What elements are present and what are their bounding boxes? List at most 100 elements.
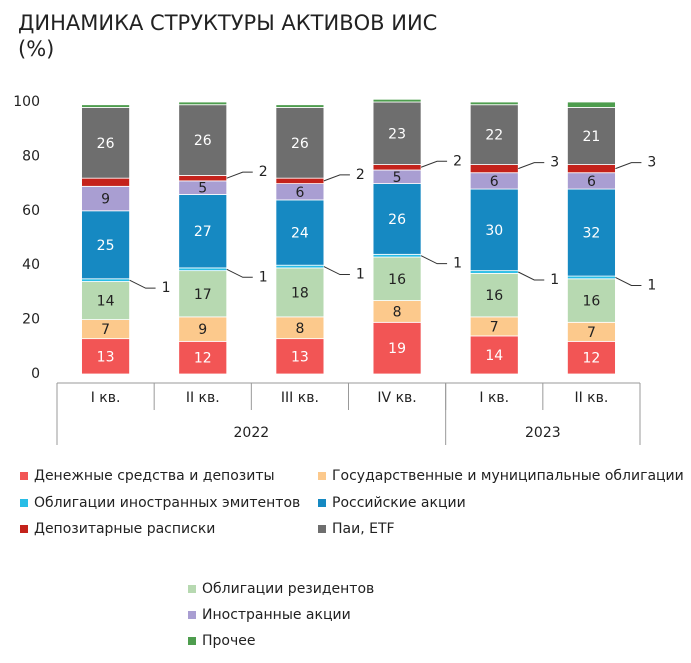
leader-line bbox=[420, 255, 448, 265]
leader-line bbox=[226, 268, 253, 278]
leader-line bbox=[615, 276, 642, 286]
y-tick-label: 20 bbox=[22, 312, 40, 328]
x-tick-label: II кв. bbox=[574, 390, 608, 406]
data-label: 19 bbox=[388, 341, 406, 357]
data-label: 3 bbox=[550, 155, 559, 171]
data-label: 32 bbox=[583, 226, 601, 242]
bar-segment bbox=[275, 199, 325, 266]
bar-segment bbox=[178, 104, 228, 176]
x-tick-label: I кв. bbox=[479, 390, 509, 406]
bar-segment bbox=[372, 321, 422, 375]
group-label: 2022 bbox=[234, 425, 270, 441]
y-tick-label: 40 bbox=[22, 257, 40, 273]
x-tick-label: II кв. bbox=[186, 390, 220, 406]
data-label: 6 bbox=[587, 174, 596, 190]
data-label: 25 bbox=[97, 238, 115, 254]
legend-label: Паи, ETF bbox=[332, 521, 395, 537]
bar-segment bbox=[275, 267, 325, 318]
data-label: 1 bbox=[259, 269, 268, 285]
legend-label: Прочее bbox=[202, 633, 255, 649]
data-label: 5 bbox=[198, 181, 207, 197]
data-label: 9 bbox=[198, 322, 207, 338]
data-label: 2 bbox=[453, 153, 462, 169]
bar-segment bbox=[178, 267, 228, 272]
data-label: 16 bbox=[388, 272, 406, 288]
data-label: 7 bbox=[587, 325, 596, 341]
data-label: 1 bbox=[453, 256, 462, 272]
leader-line bbox=[129, 279, 156, 289]
legend-label: Облигации резидентов bbox=[202, 581, 374, 597]
legend-label: Облигации иностранных эмитентов bbox=[34, 495, 300, 511]
legend-swatch bbox=[188, 611, 196, 619]
legend-swatch bbox=[188, 637, 196, 645]
bar-segment bbox=[178, 340, 228, 375]
data-label: 1 bbox=[647, 277, 656, 293]
bar-segment bbox=[275, 107, 325, 179]
bar-segment bbox=[81, 104, 130, 108]
bar-segment bbox=[275, 104, 325, 108]
bar-segment bbox=[372, 98, 422, 103]
bar-segment bbox=[567, 164, 616, 174]
data-label: 1 bbox=[550, 272, 559, 288]
data-label: 16 bbox=[583, 294, 601, 310]
bar-segment bbox=[275, 177, 325, 185]
data-label: 14 bbox=[485, 348, 503, 364]
bar-segment bbox=[372, 164, 422, 171]
bar-segment bbox=[469, 101, 519, 106]
data-label: 14 bbox=[97, 294, 115, 310]
bar-segment bbox=[567, 275, 616, 280]
legend-swatch bbox=[318, 472, 326, 480]
legend-swatch bbox=[188, 585, 196, 593]
data-label: 3 bbox=[647, 155, 656, 171]
data-label: 6 bbox=[295, 185, 304, 201]
leader-line bbox=[615, 162, 642, 170]
chart-title: ДИНАМИКА СТРУКТУРЫ АКТИВОВ ИИС bbox=[18, 11, 437, 35]
leader-line bbox=[226, 171, 253, 179]
bar-segment bbox=[469, 164, 519, 174]
bar-segment bbox=[178, 316, 228, 342]
legend-swatch bbox=[318, 499, 326, 507]
chart-subtitle: (%) bbox=[18, 37, 54, 61]
legend-swatch bbox=[318, 525, 326, 533]
x-tick-label: IV кв. bbox=[377, 390, 416, 406]
bar-segment bbox=[178, 175, 228, 182]
leader-line bbox=[518, 162, 545, 170]
legend-swatch bbox=[20, 472, 28, 480]
bar-segment bbox=[567, 278, 616, 323]
bar-segment bbox=[178, 101, 228, 106]
y-tick-label: 60 bbox=[22, 203, 40, 219]
bar-segment bbox=[275, 338, 325, 375]
data-label: 8 bbox=[295, 321, 304, 337]
data-label: 13 bbox=[97, 349, 115, 365]
y-tick-label: 0 bbox=[31, 366, 40, 382]
data-label: 6 bbox=[490, 174, 499, 190]
legend-swatch bbox=[20, 499, 28, 507]
bar-segment bbox=[469, 270, 519, 274]
data-label: 16 bbox=[485, 288, 503, 304]
data-label: 26 bbox=[388, 212, 406, 228]
data-label: 18 bbox=[291, 285, 309, 301]
data-label: 9 bbox=[101, 192, 110, 208]
data-label: 2 bbox=[259, 164, 268, 180]
x-tick-label: I кв. bbox=[91, 390, 121, 406]
data-label: 17 bbox=[194, 287, 212, 303]
bar-segment bbox=[81, 107, 130, 179]
data-label: 23 bbox=[388, 126, 406, 142]
data-label: 26 bbox=[97, 136, 115, 152]
bar-segment bbox=[81, 177, 130, 187]
data-label: 2 bbox=[356, 167, 365, 183]
data-label: 1 bbox=[162, 280, 171, 296]
data-label: 21 bbox=[583, 129, 601, 145]
x-tick-label: III кв. bbox=[281, 390, 319, 406]
bar-segment bbox=[372, 256, 422, 301]
data-label: 8 bbox=[393, 304, 402, 320]
bar-segment bbox=[469, 188, 519, 272]
legend-label: Российские акции bbox=[332, 495, 466, 511]
data-label: 12 bbox=[194, 351, 212, 367]
y-tick-label: 80 bbox=[22, 148, 40, 164]
bar-segment bbox=[178, 270, 228, 318]
bar-segment bbox=[567, 107, 616, 165]
data-label: 30 bbox=[485, 223, 503, 239]
data-label: 1 bbox=[356, 267, 365, 283]
